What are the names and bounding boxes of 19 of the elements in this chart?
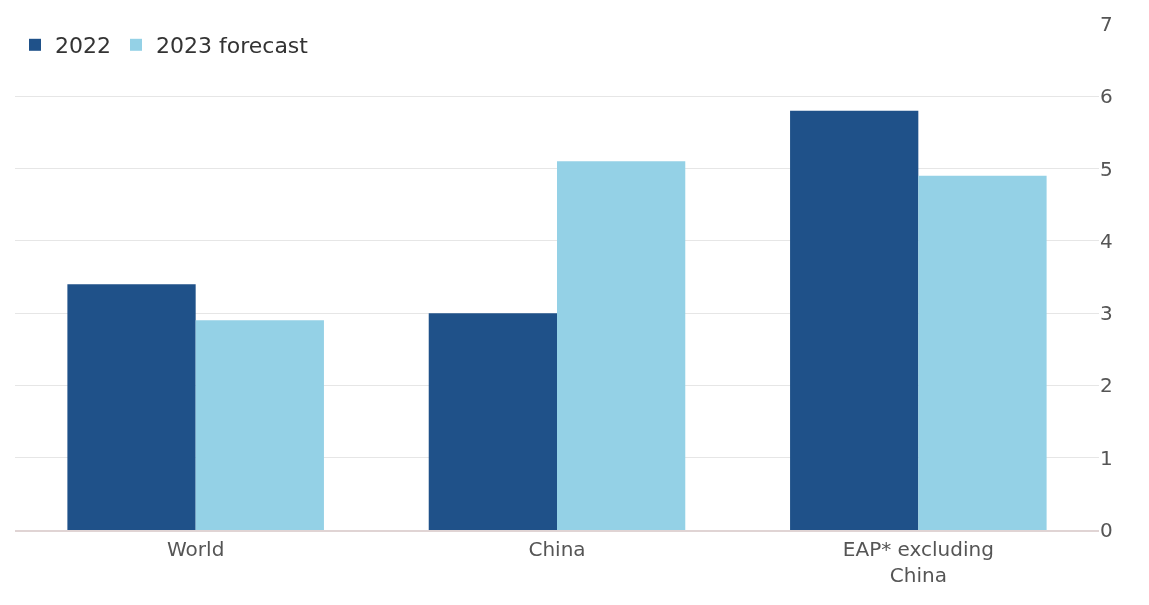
bar [428, 313, 557, 530]
y-tick-label: 7 [1100, 12, 1113, 36]
y-tick-label: 4 [1100, 228, 1113, 253]
x-tick-label: World [167, 537, 225, 561]
bar [67, 284, 196, 530]
y-tick-label: 5 [1100, 156, 1113, 181]
bar [195, 320, 324, 530]
bar [918, 175, 1047, 530]
legend-label: 2023 forecast [156, 33, 309, 59]
legend-label: 2022 [55, 33, 111, 59]
bar [557, 161, 686, 530]
x-tick-label: EAP* excluding China [842, 537, 994, 587]
y-tick-label: 1 [1100, 445, 1113, 470]
y-tick-label: 3 [1100, 301, 1113, 326]
x-tick-label: China [528, 537, 586, 561]
y-tick-label: 0 [1100, 518, 1113, 542]
bar [790, 110, 919, 530]
y-tick-label: 6 [1100, 84, 1113, 109]
y-tick-label: 2 [1100, 373, 1113, 398]
